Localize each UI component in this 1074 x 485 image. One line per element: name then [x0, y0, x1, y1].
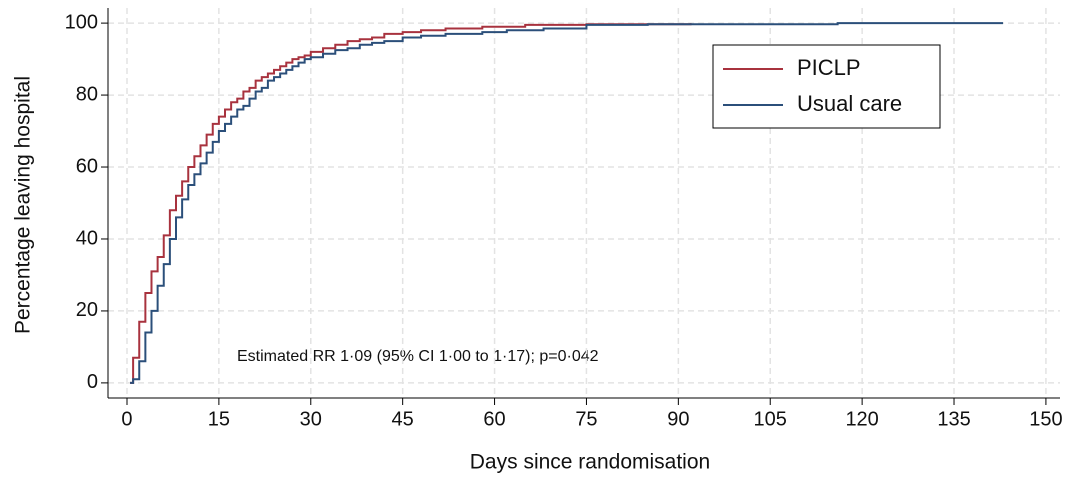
x-tick-label: 75 — [575, 408, 597, 430]
y-tick-label: 100 — [65, 11, 98, 33]
x-tick-label: 120 — [845, 408, 878, 430]
y-tick-label: 20 — [76, 299, 98, 321]
y-tick-label: 60 — [76, 155, 98, 177]
y-tick-label: 0 — [87, 371, 98, 393]
x-tick-label: 150 — [1029, 408, 1062, 430]
step-line — [130, 22, 1004, 384]
step-line — [130, 23, 692, 384]
x-tick-label: 0 — [121, 408, 132, 430]
annotation: Estimated RR 1·09 (95% CI 1·00 to 1·17);… — [237, 348, 599, 365]
x-tick-label: 105 — [754, 408, 787, 430]
x-tick-label: 45 — [392, 408, 414, 430]
x-tick-label: 30 — [300, 408, 322, 430]
x-tick-label: 15 — [208, 408, 230, 430]
x-axis-label: Days since randomisation — [470, 451, 710, 474]
y-tick-label: 40 — [76, 227, 98, 249]
x-tick-label: 90 — [667, 408, 689, 430]
legend-label: Usual care — [797, 91, 902, 116]
legend-box — [712, 44, 941, 129]
x-tick-label: 135 — [937, 408, 970, 430]
legend-label: PICLP — [797, 55, 861, 80]
y-axis-label: Percentage leaving hospital — [12, 76, 35, 334]
y-tick-label: 80 — [76, 83, 98, 105]
x-tick-label: 60 — [483, 408, 505, 430]
